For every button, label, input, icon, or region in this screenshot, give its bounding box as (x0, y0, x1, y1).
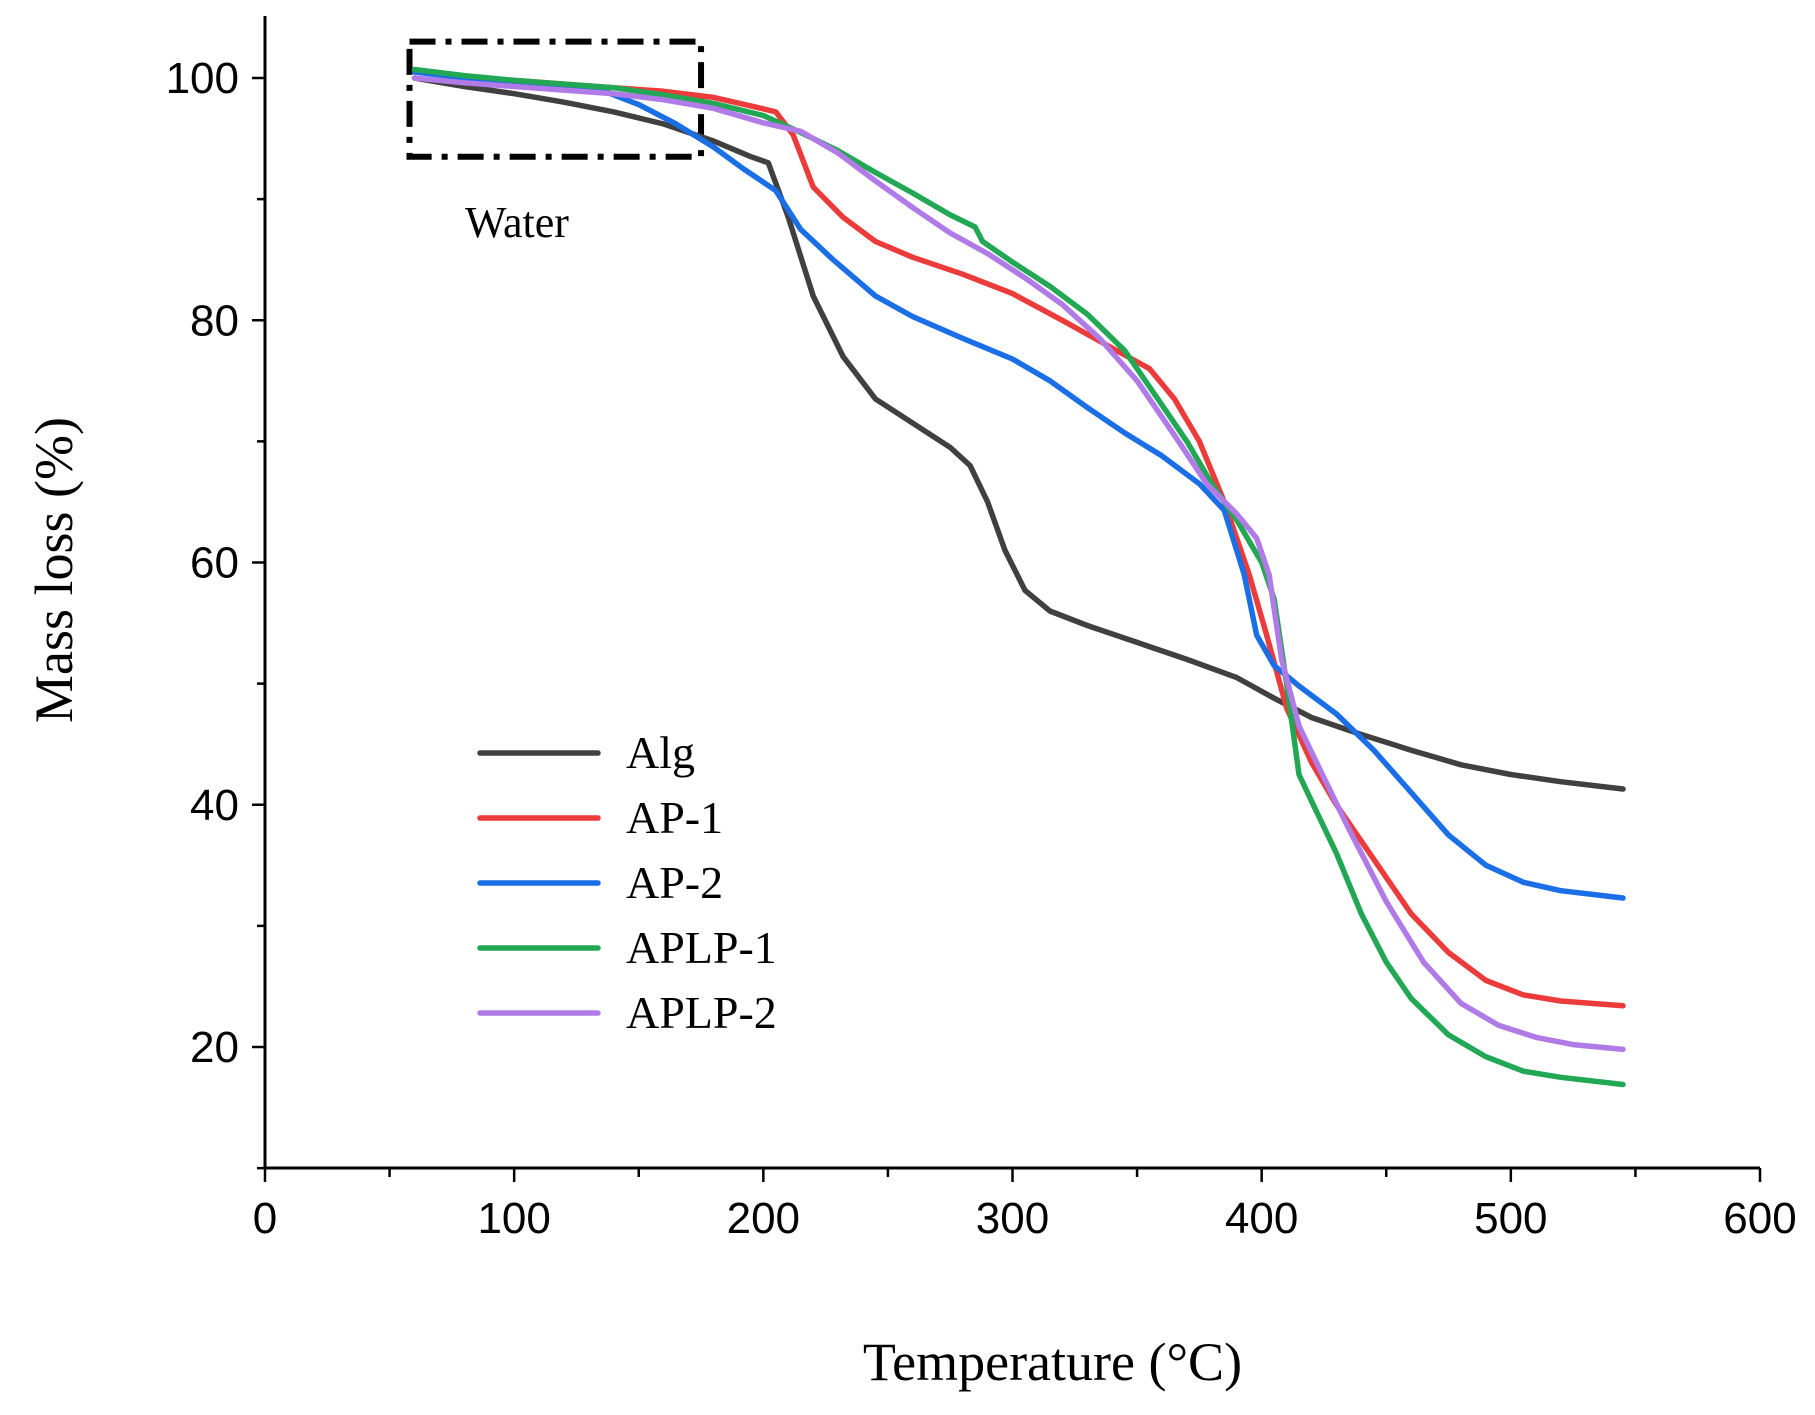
x-tick-label: 100 (477, 1194, 550, 1243)
legend: Alg AP-1 AP-2 APLP-1 APLP-2 (477, 727, 777, 1038)
series-line-alg (411, 75, 1626, 792)
legend-label-aplp-1: APLP-1 (626, 922, 777, 973)
x-axis-ticks: 0 100 200 300 400 500 600 (253, 1168, 1797, 1243)
axes: 20 40 60 80 100 0 100 200 300 400 500 600 (166, 16, 1797, 1243)
legend-label-alg: Alg (626, 727, 695, 778)
series-layer (411, 66, 1626, 1088)
y-axis-title: Mass loss (%) (24, 417, 84, 723)
water-annotation-label: Water (465, 198, 569, 247)
y-tick-label: 80 (190, 296, 239, 345)
x-tick-label: 500 (1474, 1194, 1547, 1243)
y-axis-ticks: 20 40 60 80 100 (166, 54, 265, 1170)
series-line-aplp-2 (411, 75, 1626, 1053)
x-axis-title: Temperature (°C) (863, 1332, 1242, 1392)
x-tick-label: 600 (1723, 1194, 1796, 1243)
series-line-aplp-1 (411, 66, 1626, 1088)
x-tick-label: 200 (727, 1194, 800, 1243)
x-tick-label: 400 (1225, 1194, 1298, 1243)
y-tick-label: 100 (166, 54, 239, 103)
series-line-ap-2 (411, 69, 1626, 901)
y-tick-label: 60 (190, 539, 239, 588)
x-tick-label: 0 (253, 1194, 277, 1243)
legend-label-aplp-2: APLP-2 (626, 987, 777, 1038)
series-line-ap-1 (411, 69, 1626, 1009)
legend-label-ap-1: AP-1 (626, 792, 723, 843)
y-tick-label: 40 (190, 781, 239, 830)
y-tick-label: 20 (190, 1023, 239, 1072)
legend-label-ap-2: AP-2 (626, 857, 723, 908)
x-tick-label: 300 (976, 1194, 1049, 1243)
